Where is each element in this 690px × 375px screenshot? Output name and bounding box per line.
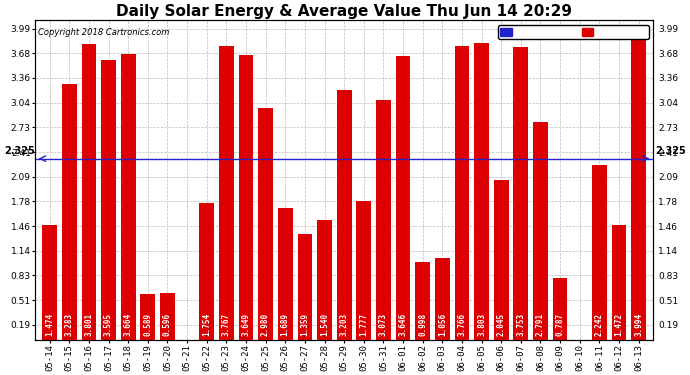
- Text: 1.472: 1.472: [615, 313, 624, 336]
- Legend: Average ($), Daily  ($): Average ($), Daily ($): [498, 25, 649, 39]
- Text: 0.596: 0.596: [163, 313, 172, 336]
- Text: 3.994: 3.994: [634, 313, 643, 336]
- Text: 1.056: 1.056: [438, 313, 447, 336]
- Text: 2.325: 2.325: [4, 146, 35, 156]
- Bar: [357, 201, 371, 340]
- Bar: [121, 54, 135, 340]
- Text: 1.540: 1.540: [320, 313, 329, 336]
- Bar: [337, 90, 351, 340]
- Text: 1.754: 1.754: [202, 313, 211, 336]
- Bar: [376, 100, 391, 340]
- Bar: [435, 258, 450, 340]
- Bar: [513, 47, 529, 340]
- Text: 2.325: 2.325: [656, 146, 686, 156]
- Text: 3.801: 3.801: [84, 313, 93, 336]
- Text: 3.803: 3.803: [477, 313, 486, 336]
- Text: 3.283: 3.283: [65, 313, 74, 336]
- Text: 3.073: 3.073: [379, 313, 388, 336]
- Text: 3.767: 3.767: [222, 313, 231, 336]
- Text: 3.646: 3.646: [399, 313, 408, 336]
- Text: 2.045: 2.045: [497, 313, 506, 336]
- Text: 3.753: 3.753: [516, 313, 525, 336]
- Text: 1.689: 1.689: [281, 313, 290, 336]
- Bar: [415, 262, 430, 340]
- Bar: [455, 46, 469, 340]
- Bar: [395, 56, 411, 340]
- Text: 3.766: 3.766: [457, 313, 466, 336]
- Bar: [631, 28, 646, 340]
- Bar: [317, 220, 332, 340]
- Bar: [62, 84, 77, 340]
- Bar: [258, 108, 273, 340]
- Text: 0.787: 0.787: [555, 313, 564, 336]
- Text: 3.664: 3.664: [124, 313, 132, 336]
- Bar: [474, 44, 489, 340]
- Text: 2.791: 2.791: [536, 313, 545, 336]
- Text: 1.777: 1.777: [359, 313, 368, 336]
- Bar: [494, 180, 509, 340]
- Bar: [592, 165, 607, 340]
- Title: Daily Solar Energy & Average Value Thu Jun 14 20:29: Daily Solar Energy & Average Value Thu J…: [116, 4, 572, 19]
- Text: 2.980: 2.980: [261, 313, 270, 336]
- Bar: [297, 234, 313, 340]
- Text: 3.595: 3.595: [104, 313, 113, 336]
- Bar: [101, 60, 116, 340]
- Text: 0.589: 0.589: [144, 313, 152, 336]
- Text: 3.203: 3.203: [339, 313, 348, 336]
- Bar: [81, 44, 97, 340]
- Bar: [239, 56, 253, 340]
- Text: 1.359: 1.359: [300, 313, 309, 336]
- Text: 0.998: 0.998: [418, 313, 427, 336]
- Bar: [141, 294, 155, 340]
- Text: Copyright 2018 Cartronics.com: Copyright 2018 Cartronics.com: [38, 28, 169, 38]
- Bar: [611, 225, 627, 340]
- Bar: [278, 208, 293, 340]
- Bar: [199, 203, 214, 340]
- Text: 1.474: 1.474: [45, 313, 54, 336]
- Text: 2.242: 2.242: [595, 313, 604, 336]
- Bar: [553, 279, 567, 340]
- Bar: [160, 293, 175, 340]
- Bar: [42, 225, 57, 340]
- Text: 3.649: 3.649: [241, 313, 250, 336]
- Bar: [219, 46, 234, 340]
- Bar: [533, 122, 548, 340]
